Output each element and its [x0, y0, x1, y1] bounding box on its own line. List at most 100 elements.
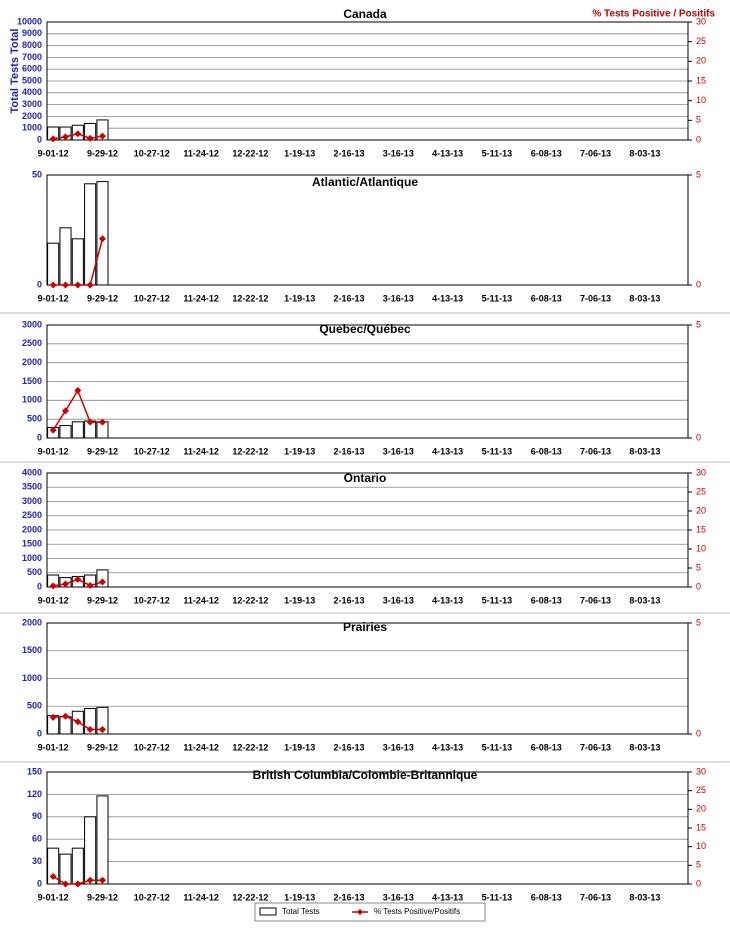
y-tick-label: 500 [27, 701, 42, 711]
y-tick-label: 3500 [22, 482, 42, 492]
x-tick-label: 9-01-12 [38, 742, 69, 752]
x-tick-label: 5-11-13 [482, 892, 513, 902]
marker [74, 575, 82, 583]
chart-title: Quebec/Québec [319, 322, 411, 336]
x-tick-label: 4-13-13 [432, 148, 463, 158]
x-tick-label: 7-06-13 [580, 148, 611, 158]
legend-label: Total Tests [282, 907, 320, 916]
chart-title: British Columbia/Colombie-Britannique [253, 768, 478, 782]
bar [96, 569, 109, 588]
x-tick-label: 2-16-13 [333, 446, 364, 456]
y2-tick-label: 15 [696, 822, 706, 832]
y-tick-label: 3000 [22, 496, 42, 506]
x-tick-label: 4-13-13 [432, 595, 463, 605]
marker [86, 134, 94, 142]
marker [98, 235, 106, 243]
bar [59, 227, 72, 286]
y2-tick-label: 15 [696, 75, 706, 85]
y2-tick-label: 0 [696, 279, 701, 289]
x-tick-label: 2-16-13 [333, 742, 364, 752]
x-tick-label: 2-16-13 [333, 892, 364, 902]
y-tick-label: 7000 [22, 52, 42, 62]
marker [74, 387, 82, 395]
x-tick-label: 3-16-13 [383, 293, 414, 303]
y-tick-label: 150 [27, 766, 42, 776]
marker [49, 713, 57, 721]
y-tick-label: 4000 [22, 87, 42, 97]
marker [74, 880, 82, 888]
y-tick-label: 120 [27, 789, 42, 799]
y-tick-label: 1000 [22, 673, 42, 683]
x-tick-label: 9-01-12 [38, 892, 69, 902]
x-tick-label: 11-24-12 [183, 595, 219, 605]
marker [86, 418, 94, 426]
x-tick-label: 2-16-13 [333, 595, 364, 605]
x-tick-label: 9-29-12 [87, 446, 118, 456]
x-tick-label: 7-06-13 [580, 892, 611, 902]
x-tick-label: 6-08-13 [531, 892, 562, 902]
y-tick-label: 60 [32, 834, 42, 844]
y-tick-label: 2500 [22, 338, 42, 348]
x-tick-label: 7-06-13 [580, 595, 611, 605]
x-tick-label: 5-11-13 [482, 742, 513, 752]
x-tick-label: 9-29-12 [87, 892, 118, 902]
y-tick-label: 0 [37, 432, 42, 442]
marker [86, 581, 94, 589]
y2-tick-label: 5 [696, 860, 701, 870]
bar [96, 706, 109, 735]
marker [61, 133, 69, 141]
x-tick-label: 9-29-12 [87, 293, 118, 303]
y2-tick-label: 20 [696, 804, 706, 814]
y-tick-label: 50 [32, 169, 42, 179]
x-tick-label: 12-22-12 [232, 892, 268, 902]
chart-title: Ontario [344, 471, 387, 485]
y-tick-label: 0 [37, 581, 42, 591]
x-tick-label: 6-08-13 [531, 446, 562, 456]
y-tick-label: 3000 [22, 99, 42, 109]
chart-title: Canada [343, 7, 387, 21]
y2-tick-label: 5 [696, 562, 701, 572]
x-tick-label: 1-19-13 [284, 293, 315, 303]
bar [59, 425, 72, 439]
y2-tick-label: 10 [696, 841, 706, 851]
y2-tick-label: 10 [696, 543, 706, 553]
y2-tick-label: 0 [696, 581, 701, 591]
x-tick-label: 5-11-13 [482, 595, 513, 605]
x-tick-label: 7-06-13 [580, 742, 611, 752]
y-tick-label: 9000 [22, 28, 42, 38]
y2-tick-label: 25 [696, 785, 706, 795]
x-tick-label: 1-19-13 [284, 742, 315, 752]
y-tick-label: 4000 [22, 467, 42, 477]
legend-marker [357, 909, 363, 915]
legend-swatch [259, 907, 277, 916]
y-tick-label: 2500 [22, 510, 42, 520]
y-tick-label: 500 [27, 414, 42, 424]
marker [49, 281, 57, 289]
x-tick-label: 4-13-13 [432, 742, 463, 752]
x-tick-label: 3-16-13 [383, 446, 414, 456]
marker [61, 281, 69, 289]
marker [86, 281, 94, 289]
marker [74, 718, 82, 726]
x-tick-label: 4-13-13 [432, 892, 463, 902]
bar [96, 181, 109, 286]
x-tick-label: 8-03-13 [629, 446, 660, 456]
x-tick-label: 4-13-13 [432, 293, 463, 303]
bar [96, 795, 109, 885]
legend-label: % Tests Positive/Positifs [374, 907, 460, 916]
x-tick-label: 9-01-12 [38, 595, 69, 605]
bar [84, 707, 97, 735]
x-tick-label: 7-06-13 [580, 293, 611, 303]
y-tick-label: 10000 [17, 16, 42, 26]
chart-title: Atlantic/Atlantique [312, 175, 418, 189]
x-tick-label: 1-19-13 [284, 148, 315, 158]
x-tick-label: 8-03-13 [629, 742, 660, 752]
x-tick-label: 9-29-12 [87, 742, 118, 752]
y-tick-label: 500 [27, 567, 42, 577]
x-tick-label: 10-27-12 [134, 595, 170, 605]
marker [61, 880, 69, 888]
y2-tick-label: 25 [696, 36, 706, 46]
bar [71, 238, 84, 286]
x-tick-label: 5-11-13 [482, 293, 513, 303]
x-tick-label: 12-22-12 [232, 595, 268, 605]
